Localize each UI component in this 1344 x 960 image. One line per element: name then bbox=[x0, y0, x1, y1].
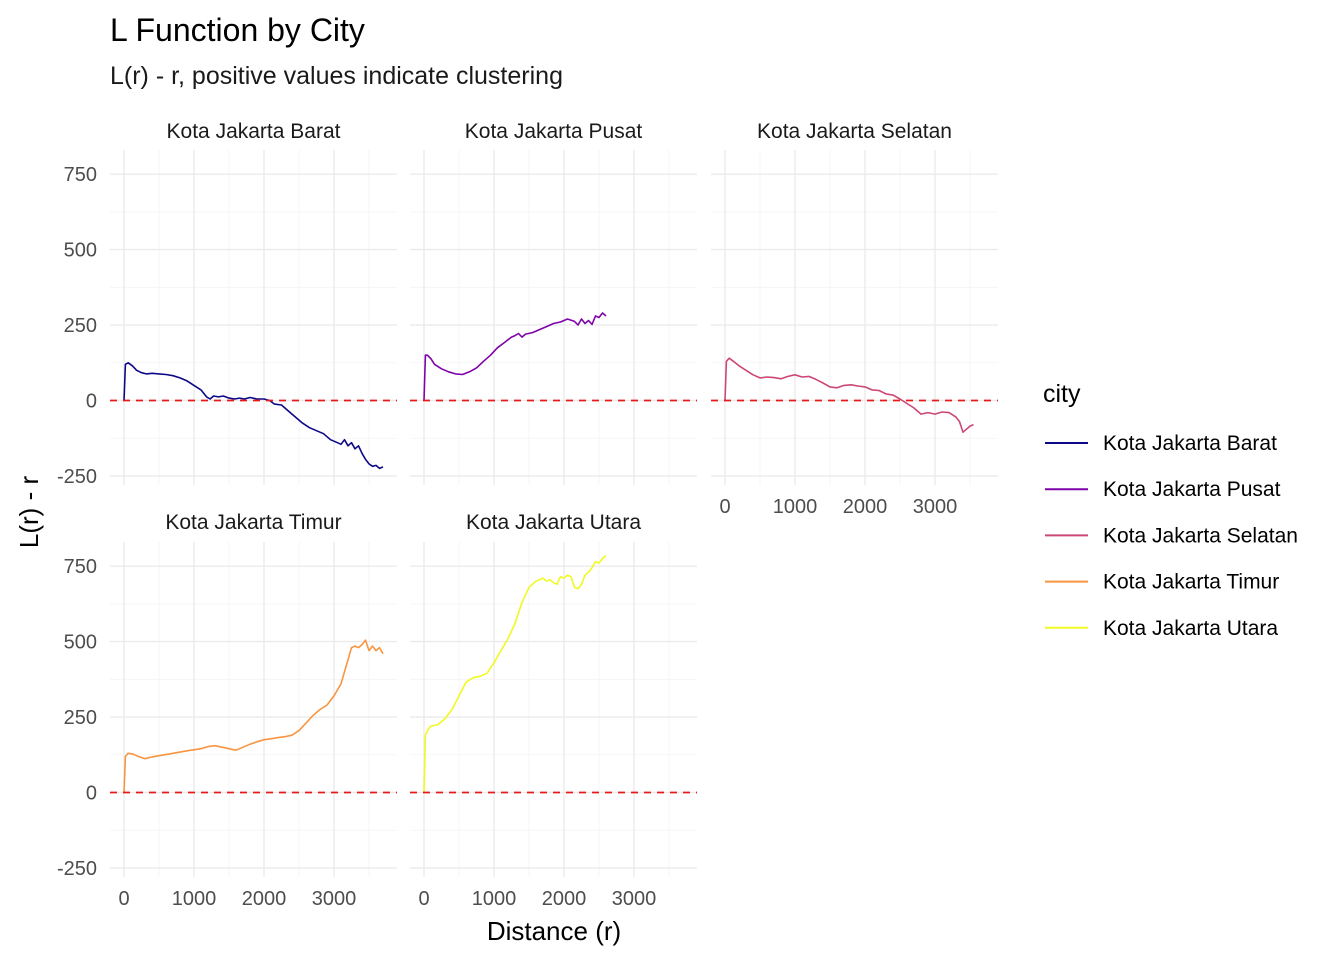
x-axis-label: Distance (r) bbox=[487, 916, 621, 946]
facet-strip-label: Kota Jakarta Pusat bbox=[465, 120, 643, 143]
y-tick-label: 250 bbox=[64, 707, 97, 729]
facet-strip-label: Kota Jakarta Barat bbox=[167, 120, 341, 143]
legend-title: city bbox=[1043, 380, 1081, 408]
facet-strip-label: Kota Jakarta Timur bbox=[165, 511, 341, 534]
x-tick-label: 1000 bbox=[172, 888, 217, 910]
x-tick-label: 2000 bbox=[542, 888, 587, 910]
legend-item: Kota Jakarta Utara bbox=[1045, 617, 1278, 640]
y-axis-label: L(r) - r bbox=[14, 476, 44, 549]
x-tick-label: 0 bbox=[418, 888, 429, 910]
y-tick-label: 750 bbox=[64, 556, 97, 578]
chart-title: L Function by City bbox=[110, 12, 365, 48]
facet-panel: Kota Jakarta Pusat bbox=[410, 120, 697, 485]
y-tick-label: -250 bbox=[57, 466, 97, 488]
legend: city Kota Jakarta Barat Kota Jakarta Pusa… bbox=[1043, 380, 1298, 640]
x-tick-label: 0 bbox=[719, 496, 730, 518]
legend-label: Kota Jakarta Pusat bbox=[1103, 478, 1281, 501]
facet-panel: Kota Jakarta Timur -250 0 250 500 750 0 1000 200… bbox=[57, 511, 397, 910]
legend-label: Kota Jakarta Utara bbox=[1103, 617, 1278, 640]
x-tick-label: 3000 bbox=[612, 888, 657, 910]
x-tick-label: 2000 bbox=[242, 888, 287, 910]
y-tick-label: 0 bbox=[86, 782, 97, 804]
x-tick-label: 1000 bbox=[773, 496, 818, 518]
legend-label: Kota Jakarta Timur bbox=[1103, 571, 1279, 594]
legend-item: Kota Jakarta Pusat bbox=[1045, 478, 1281, 501]
series-line bbox=[724, 357, 974, 434]
facet-panel: Kota Jakarta Utara 0 1000 2000 3000 bbox=[410, 511, 697, 910]
facet-panel: Kota Jakarta Barat -250 0 250 500 750 bbox=[57, 120, 397, 488]
y-tick-label: 500 bbox=[64, 240, 97, 262]
facet-panel: Kota Jakarta Selatan 0 1000 2000 3000 bbox=[711, 120, 998, 518]
legend-item: Kota Jakarta Timur bbox=[1045, 571, 1279, 594]
x-tick-label: 0 bbox=[118, 888, 129, 910]
x-tick-label: 3000 bbox=[312, 888, 357, 910]
facet-strip-label: Kota Jakarta Utara bbox=[466, 511, 641, 534]
facet-strip-label: Kota Jakarta Selatan bbox=[757, 120, 952, 143]
series-line bbox=[423, 312, 607, 401]
x-tick-label: 3000 bbox=[913, 496, 958, 518]
x-tick-label: 1000 bbox=[472, 888, 517, 910]
y-tick-label: 500 bbox=[64, 632, 97, 654]
x-tick-label: 2000 bbox=[843, 496, 888, 518]
series-line bbox=[123, 361, 384, 470]
y-tick-label: 750 bbox=[64, 164, 97, 186]
y-tick-label: -250 bbox=[57, 858, 97, 880]
chart-subtitle: L(r) - r, positive values indicate clust… bbox=[110, 62, 563, 90]
legend-item: Kota Jakarta Barat bbox=[1045, 432, 1277, 455]
legend-label: Kota Jakarta Barat bbox=[1103, 432, 1277, 455]
y-tick-label: 0 bbox=[86, 390, 97, 412]
series-line bbox=[423, 554, 607, 793]
legend-item: Kota Jakarta Selatan bbox=[1045, 524, 1298, 547]
y-tick-label: 250 bbox=[64, 315, 97, 337]
legend-label: Kota Jakarta Selatan bbox=[1103, 524, 1298, 547]
series-line bbox=[123, 639, 384, 793]
